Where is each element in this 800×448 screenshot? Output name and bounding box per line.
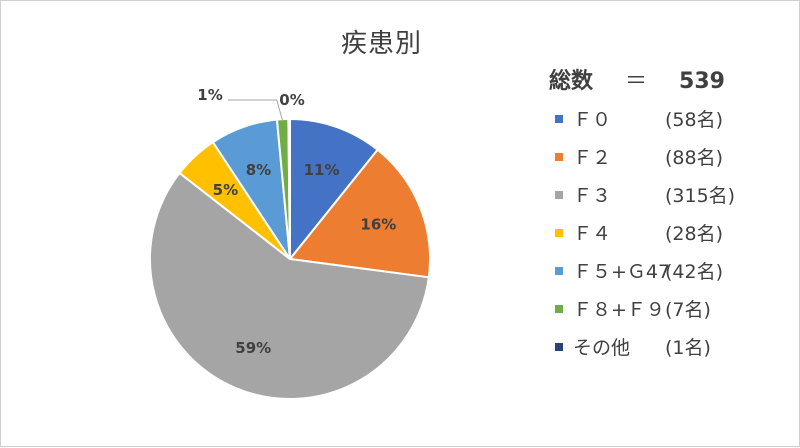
legend-item-0: Ｆ０ (58名) <box>549 101 735 139</box>
legend-item-2: Ｆ３ (315名) <box>549 177 735 215</box>
legend-swatch <box>555 153 563 161</box>
pie-slice-6 <box>287 117 291 260</box>
legend-label: Ｆ５+Ｇ47 <box>573 261 671 283</box>
total-count: 総数 ＝ 539 <box>549 63 735 101</box>
legend-count: (7名) <box>665 299 711 321</box>
legend-swatch <box>555 343 563 351</box>
legend: 総数 ＝ 539 Ｆ０ (58名) Ｆ２ (88名) Ｆ３ (315名) Ｆ４ (28名) Ｆ５+Ｇ… <box>549 63 735 367</box>
data-label-5: 1% <box>197 86 222 104</box>
legend-item-1: Ｆ２ (88名) <box>549 139 735 177</box>
data-label-1: 16% <box>360 216 396 234</box>
legend-label: Ｆ８+Ｆ９ <box>573 299 665 321</box>
data-label-6: 0% <box>279 91 304 109</box>
legend-item-3: Ｆ４ (28名) <box>549 215 735 253</box>
legend-swatch <box>555 305 563 313</box>
pie-slice-2 <box>149 171 430 400</box>
legend-item-4: Ｆ５+Ｇ47(42名) <box>549 253 735 291</box>
legend-label: Ｆ０ <box>573 109 612 131</box>
legend-label: Ｆ２ <box>573 147 612 169</box>
total-label: 総数 <box>549 69 594 94</box>
data-label-0: 11% <box>304 161 340 179</box>
legend-items: Ｆ０ (58名) Ｆ２ (88名) Ｆ３ (315名) Ｆ４ (28名) Ｆ５+Ｇ47(42名)… <box>549 101 735 367</box>
total-equals: ＝ <box>625 69 648 94</box>
legend-label: その他 <box>573 337 631 359</box>
legend-count: (58名) <box>665 109 724 131</box>
data-label-2: 59% <box>235 339 271 357</box>
legend-swatch <box>555 229 563 237</box>
data-label-4: 8% <box>246 161 271 179</box>
legend-item-6: その他 (1名) <box>549 329 735 367</box>
legend-swatch <box>555 191 563 199</box>
legend-count: (88名) <box>665 147 724 169</box>
legend-count: (28名) <box>665 223 724 245</box>
pie-slice-1 <box>288 148 431 279</box>
legend-count: (1名) <box>665 337 711 359</box>
legend-count: (42名) <box>665 261 724 283</box>
leader-line <box>228 99 284 122</box>
legend-item-5: Ｆ８+Ｆ９(7名) <box>549 291 735 329</box>
data-label-3: 5% <box>213 181 238 199</box>
legend-label: Ｆ４ <box>573 223 612 245</box>
legend-swatch <box>555 115 563 123</box>
total-value: 539 <box>679 69 725 94</box>
pie-slice-0 <box>289 117 380 262</box>
legend-swatch <box>555 267 563 275</box>
legend-label: Ｆ３ <box>573 185 612 207</box>
legend-count: (315名) <box>665 185 736 207</box>
chart-title: 疾患別 <box>341 29 423 59</box>
